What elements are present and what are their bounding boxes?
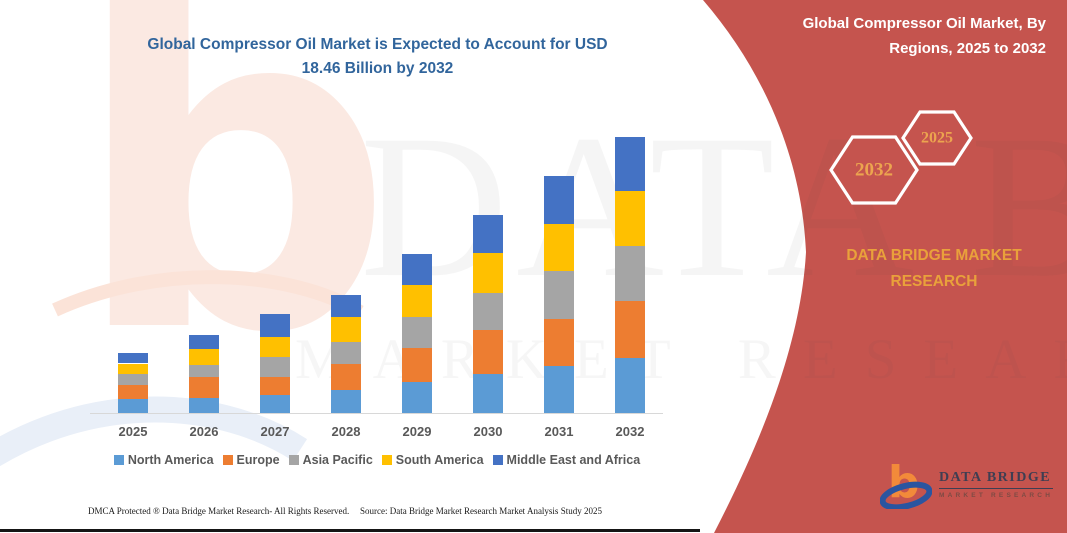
hexagon-2032 <box>829 135 919 205</box>
year-hexagons: 2025 2032 <box>829 110 973 205</box>
bar-segment-2031-middle-east-and-africa <box>544 175 574 225</box>
footer-dmca-text: DMCA Protected ® Data Bridge Market Rese… <box>88 506 350 516</box>
footer-source-text: Source: Data Bridge Market Research Mark… <box>360 506 602 516</box>
bar-segment-2031-south-america <box>544 224 574 272</box>
bar-segment-2032-middle-east-and-africa <box>615 137 645 192</box>
databridge-logo: b DATA BRIDGE MARKET RESEARCH <box>880 459 1054 509</box>
legend-label: Asia Pacific <box>302 453 373 467</box>
chart-title-line2: 18.46 Billion by 2032 <box>301 60 454 78</box>
bar-segment-2031-north-america <box>544 366 574 413</box>
hexagon-2025-label: 2025 <box>921 130 953 147</box>
bar-segment-2026-europe <box>189 377 219 399</box>
bar-segment-2029-asia-pacific <box>402 317 432 349</box>
legend-swatch-icon <box>222 455 233 465</box>
sidebar-title-line1: Global Compressor Oil Market, By <box>802 15 1046 32</box>
legend-label: Europe <box>236 453 280 467</box>
legend-swatch-icon <box>381 455 392 465</box>
legend-swatch-icon <box>113 455 124 465</box>
bar-segment-2026-north-america <box>189 398 219 413</box>
bar-segment-2031-asia-pacific <box>544 271 574 320</box>
x-axis-label-2032: 2032 <box>615 424 645 439</box>
bar-segment-2032-europe <box>615 301 645 358</box>
bar-segment-2029-south-america <box>402 284 432 318</box>
bar-segment-2026-south-america <box>189 349 219 366</box>
legend-label: North America <box>127 453 214 467</box>
bar-segment-2028-middle-east-and-africa <box>331 294 361 318</box>
x-axis-label-2029: 2029 <box>402 424 432 439</box>
logo-tagline: MARKET RESEARCH <box>939 491 1054 499</box>
legend-item-south-america: South America <box>381 453 484 467</box>
sidebar-brand-text: DATA BRIDGE MARKET RESEARCH <box>846 247 1022 290</box>
sidebar-title-line2: Regions, 2025 to 2032 <box>889 39 1046 57</box>
databridge-logo-text: DATA BRIDGE MARKET RESEARCH <box>939 470 1054 499</box>
bar-segment-2031-europe <box>544 319 574 367</box>
logo-name: DATA BRIDGE <box>939 470 1054 489</box>
databridge-logo-mark-icon: b <box>880 459 932 509</box>
bar-segment-2028-europe <box>331 363 361 390</box>
legend-item-europe: Europe <box>222 453 280 467</box>
bar-segment-2026-middle-east-and-africa <box>189 334 219 350</box>
x-axis-line <box>90 413 663 414</box>
bar-segment-2027-middle-east-and-africa <box>260 314 290 337</box>
bar-segment-2028-north-america <box>331 389 361 413</box>
bar-segment-2029-europe <box>402 348 432 383</box>
bar-segment-2026-asia-pacific <box>189 365 219 378</box>
bar-segment-2032-asia-pacific <box>615 245 645 302</box>
sidebar-title: Global Compressor Oil Market, By Regions… <box>760 12 1046 62</box>
hexagon-2025 <box>901 110 973 166</box>
bar-segment-2025-middle-east-and-africa <box>118 352 148 364</box>
bar-segment-2029-north-america <box>402 382 432 413</box>
hexagon-2032-label: 2032 <box>855 160 893 181</box>
bar-segment-2030-europe <box>473 330 503 374</box>
bar-segment-2027-south-america <box>260 336 290 357</box>
legend-item-north-america: North America <box>113 453 214 467</box>
bar-segment-2025-asia-pacific <box>118 373 148 385</box>
x-axis-label-2028: 2028 <box>331 424 361 439</box>
bar-segment-2032-south-america <box>615 191 645 246</box>
bar-segment-2028-south-america <box>331 317 361 342</box>
bar-segment-2029-middle-east-and-africa <box>402 254 432 285</box>
legend-label: South America <box>395 453 484 467</box>
bar-segment-2025-north-america <box>118 398 148 413</box>
bar-segment-2032-north-america <box>615 357 645 413</box>
chart-title-line1: Global Compressor Oil Market is Expected… <box>147 36 608 53</box>
bar-segment-2025-south-america <box>118 363 148 374</box>
bar-segment-2030-north-america <box>473 373 503 413</box>
bar-segment-2028-asia-pacific <box>331 341 361 364</box>
chart-title: Global Compressor Oil Market is Expected… <box>90 33 665 81</box>
x-axis-label-2025: 2025 <box>118 424 148 439</box>
bar-segment-2027-asia-pacific <box>260 356 290 378</box>
bar-segment-2027-europe <box>260 377 290 396</box>
legend-swatch-icon <box>288 455 299 465</box>
bottom-border-line <box>0 529 700 532</box>
bar-segment-2030-asia-pacific <box>473 293 503 331</box>
legend-item-asia-pacific: Asia Pacific <box>288 453 373 467</box>
chart-legend: North America Europe Asia Pacific South Ame… <box>88 453 666 467</box>
bar-segment-2030-middle-east-and-africa <box>473 215 503 254</box>
x-axis-label-2026: 2026 <box>189 424 219 439</box>
legend-label: Middle East and Africa <box>506 453 641 467</box>
bar-segment-2030-south-america <box>473 253 503 294</box>
x-axis-label-2027: 2027 <box>260 424 290 439</box>
legend-item-middle-east-and-africa: Middle East and Africa <box>492 453 641 467</box>
bar-segment-2027-north-america <box>260 395 290 413</box>
bar-segment-2025-europe <box>118 384 148 399</box>
legend-swatch-icon <box>492 455 503 465</box>
x-axis-label-2031: 2031 <box>544 424 574 439</box>
x-axis-label-2030: 2030 <box>473 424 503 439</box>
